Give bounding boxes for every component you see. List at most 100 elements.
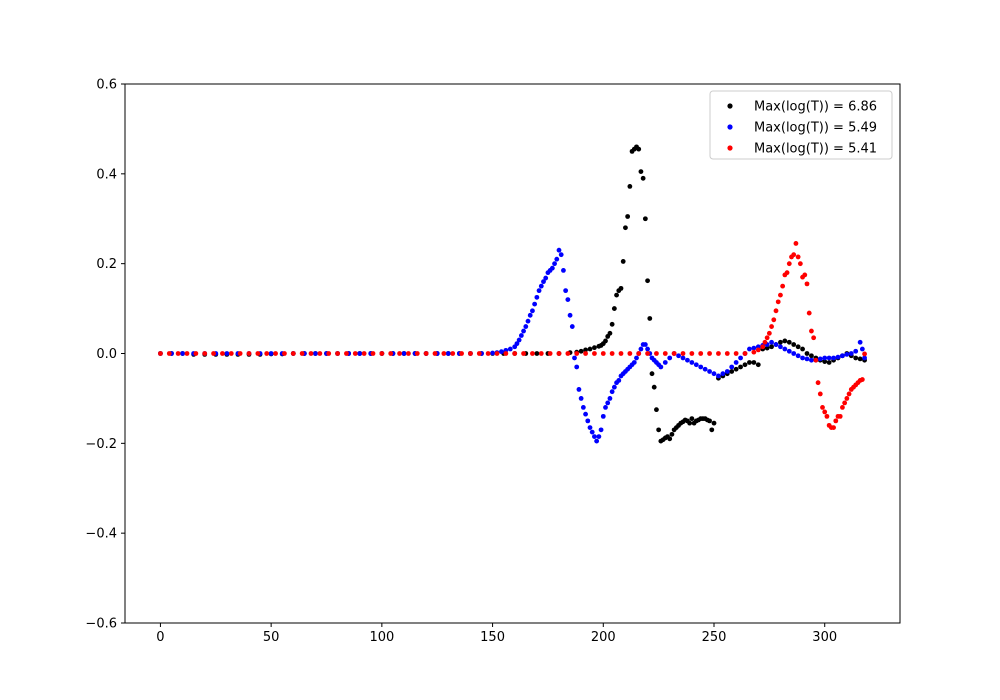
data-point	[273, 351, 278, 356]
data-point	[228, 351, 234, 356]
data-point	[611, 384, 617, 390]
data-point	[820, 405, 825, 410]
data-point	[572, 355, 577, 361]
data-point	[720, 371, 726, 377]
data-point	[831, 425, 836, 431]
data-point	[594, 438, 600, 444]
data-point	[361, 351, 367, 356]
data-point	[791, 252, 797, 258]
data-point	[784, 270, 790, 276]
data-point	[406, 351, 411, 356]
data-point	[689, 416, 695, 422]
data-point	[530, 308, 535, 314]
data-point	[729, 364, 735, 370]
data-point	[618, 351, 624, 356]
data-point	[764, 335, 770, 341]
data-point	[800, 346, 805, 352]
data-point	[762, 339, 768, 345]
data-point	[523, 324, 529, 329]
data-point	[848, 351, 854, 356]
data-point	[607, 330, 613, 336]
data-point	[543, 275, 549, 281]
data-point	[521, 328, 526, 334]
data-point	[607, 396, 613, 401]
data-point	[680, 351, 686, 356]
data-point	[733, 351, 739, 356]
data-point	[184, 351, 190, 356]
data-point	[645, 278, 650, 284]
data-point	[636, 146, 642, 152]
data-point	[844, 352, 850, 357]
data-point	[445, 351, 451, 356]
legend-marker	[727, 145, 733, 151]
data-point	[503, 351, 509, 356]
data-point	[516, 337, 522, 343]
data-point	[397, 351, 402, 356]
data-point	[317, 351, 323, 356]
y-tick-label: −0.4	[85, 527, 117, 542]
data-point	[485, 351, 491, 356]
data-point	[689, 351, 695, 356]
data-point	[344, 351, 349, 356]
data-point	[538, 283, 544, 289]
data-point	[824, 413, 830, 419]
data-point	[580, 405, 586, 410]
data-point	[804, 356, 810, 362]
data-point	[707, 351, 712, 356]
data-point	[636, 351, 642, 356]
data-point	[707, 418, 712, 424]
data-point	[689, 360, 695, 365]
data-point	[680, 355, 686, 361]
data-point	[569, 324, 575, 329]
data-point	[224, 351, 230, 356]
data-point	[826, 360, 832, 365]
data-point	[518, 333, 524, 338]
data-point	[842, 400, 848, 406]
data-point	[742, 351, 748, 356]
data-point	[769, 324, 774, 329]
data-point	[290, 351, 296, 356]
data-point	[574, 351, 580, 356]
data-point	[645, 346, 650, 352]
data-point	[589, 429, 595, 435]
data-point	[642, 342, 648, 347]
data-point	[532, 301, 538, 307]
data-point	[840, 353, 845, 359]
data-point	[352, 351, 358, 356]
series-2	[158, 241, 867, 431]
data-marks	[158, 144, 867, 444]
data-point	[760, 344, 766, 350]
data-point	[561, 268, 566, 273]
data-point	[583, 347, 588, 353]
x-tick-label: 250	[702, 630, 727, 645]
data-point	[614, 292, 619, 298]
data-point	[859, 377, 865, 382]
data-point	[379, 351, 385, 356]
data-point	[654, 407, 659, 413]
data-point	[662, 351, 668, 356]
data-point	[786, 339, 792, 345]
data-point	[709, 427, 715, 433]
data-point	[698, 364, 704, 370]
data-point	[840, 405, 845, 410]
data-point	[809, 328, 814, 334]
data-point	[822, 355, 828, 361]
data-point	[623, 225, 628, 231]
data-point	[401, 351, 407, 356]
data-point	[202, 351, 208, 356]
data-point	[698, 351, 704, 356]
data-point	[596, 434, 602, 439]
data-point	[802, 272, 808, 278]
data-point	[649, 371, 655, 377]
data-point	[815, 380, 821, 386]
data-point	[237, 351, 243, 356]
data-point	[527, 312, 533, 318]
data-point	[565, 351, 571, 356]
data-point	[600, 413, 606, 419]
data-point	[618, 285, 624, 291]
data-point	[800, 355, 805, 361]
x-tick-label: 0	[156, 630, 164, 645]
data-point	[299, 351, 305, 356]
data-point	[638, 346, 644, 352]
